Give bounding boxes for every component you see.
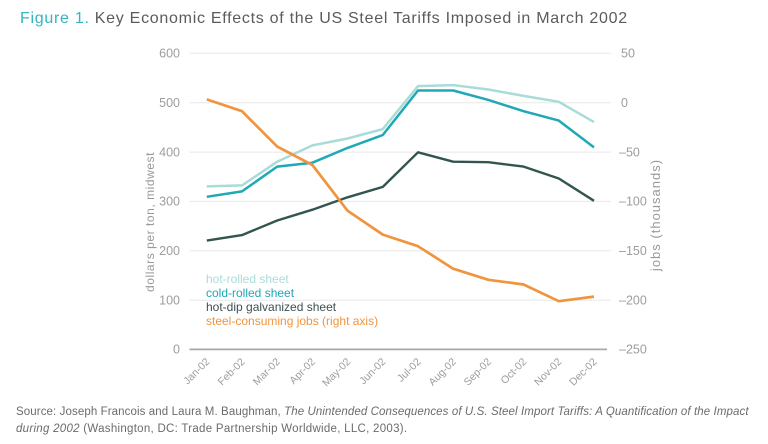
svg-text:Feb-02: Feb-02 <box>216 356 248 388</box>
svg-text:–200: –200 <box>619 293 647 307</box>
svg-text:500: 500 <box>159 96 180 110</box>
svg-text:Apr-02: Apr-02 <box>287 356 318 387</box>
svg-text:400: 400 <box>159 145 180 159</box>
svg-text:Nov-02: Nov-02 <box>532 356 565 389</box>
svg-text:600: 600 <box>159 47 180 61</box>
svg-text:–100: –100 <box>619 195 647 209</box>
svg-text:steel-consuming jobs (right ax: steel-consuming jobs (right axis) <box>206 314 378 328</box>
svg-text:–250: –250 <box>619 343 647 357</box>
svg-text:Aug-02: Aug-02 <box>426 356 459 389</box>
svg-text:dollars per ton, midwest: dollars per ton, midwest <box>143 152 157 292</box>
svg-text:–50: –50 <box>619 145 640 159</box>
svg-text:100: 100 <box>159 293 180 307</box>
svg-text:Jun-02: Jun-02 <box>357 356 388 387</box>
svg-text:Oct-02: Oct-02 <box>498 356 529 387</box>
svg-text:50: 50 <box>621 47 635 61</box>
svg-text:cold-rolled sheet: cold-rolled sheet <box>206 286 295 300</box>
svg-text:Dec-02: Dec-02 <box>567 356 600 389</box>
svg-text:200: 200 <box>159 244 180 258</box>
svg-text:Jul-02: Jul-02 <box>395 356 424 385</box>
svg-text:Jan-02: Jan-02 <box>181 356 212 387</box>
svg-text:0: 0 <box>173 343 180 357</box>
svg-text:Mar-02: Mar-02 <box>251 356 283 388</box>
svg-text:hot-rolled sheet: hot-rolled sheet <box>206 272 289 286</box>
svg-text:Sep-02: Sep-02 <box>462 356 495 389</box>
svg-text:300: 300 <box>159 195 180 209</box>
svg-text:0: 0 <box>621 96 628 110</box>
svg-text:May-02: May-02 <box>320 356 353 389</box>
svg-text:hot-dip galvanized sheet: hot-dip galvanized sheet <box>206 300 337 314</box>
svg-text:–150: –150 <box>619 244 647 258</box>
svg-text:jobs (thousands): jobs (thousands) <box>648 159 663 272</box>
